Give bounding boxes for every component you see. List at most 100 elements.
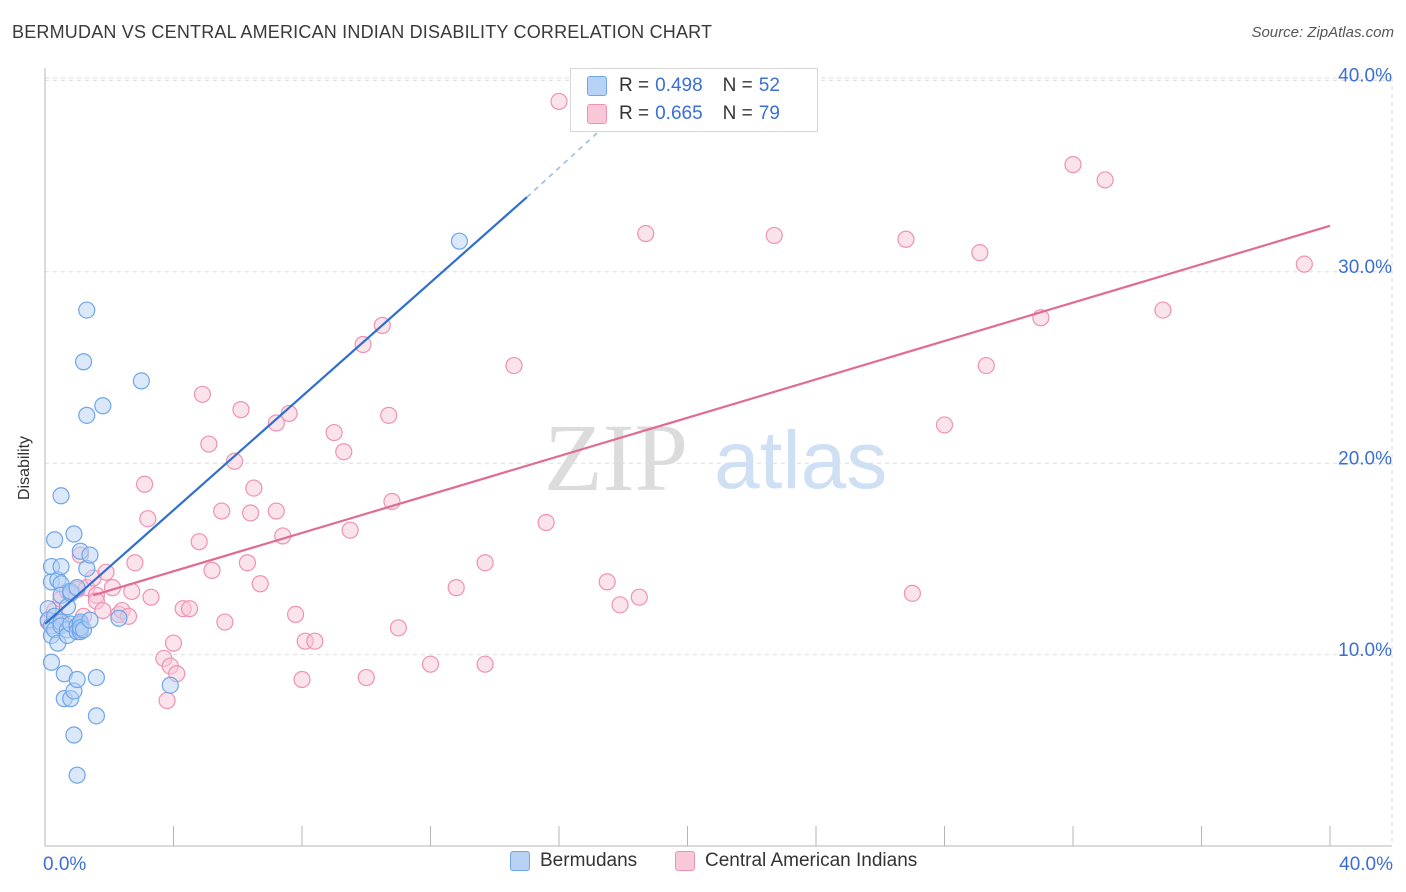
central-american-indian-point	[242, 504, 260, 522]
legend-n-value-central-american-indians: 79	[758, 103, 780, 124]
central-american-indian-point	[245, 479, 263, 497]
y-tick-label: 30.0%	[1338, 257, 1392, 278]
bermudan-point	[81, 546, 99, 564]
central-american-indian-point	[598, 573, 616, 591]
legend-n-label: N =	[722, 103, 753, 124]
central-american-indian-point	[447, 579, 465, 597]
legend-label-bermudans: Bermudans	[540, 850, 638, 871]
watermark-zip: ZIP	[544, 404, 688, 511]
bermudan-point	[74, 353, 93, 371]
bermudan-point	[87, 668, 106, 687]
central-american-indian-point	[225, 452, 244, 470]
central-american-indian-point	[1064, 156, 1082, 174]
central-american-indian-point	[903, 584, 921, 602]
central-american-indian-point	[190, 533, 208, 551]
bermudan-point	[52, 557, 70, 576]
central-american-indian-point	[421, 655, 440, 673]
legend-r-value-central-american-indians: 0.665	[655, 103, 703, 124]
watermark: ZIP atlas	[544, 404, 887, 511]
central-american-indian-point	[325, 423, 343, 442]
central-american-indian-point	[611, 596, 629, 614]
legend-row-central-american-indians: R = 0.665 N = 79	[587, 101, 800, 127]
series-legend: Bermudans Central American Indians	[0, 850, 1406, 878]
bermudan-point	[81, 611, 99, 629]
x-tick-label: 0.0%	[43, 854, 86, 875]
legend-r-label: R =	[619, 103, 650, 124]
bermudan-point	[450, 232, 469, 250]
grid-layer	[45, 77, 1393, 846]
chart-title: BERMUDAN VS CENTRAL AMERICAN INDIAN DISA…	[12, 22, 713, 42]
central-american-indian-point	[380, 406, 398, 424]
bermudan-point	[110, 609, 128, 627]
bermudan-point	[65, 726, 83, 744]
legend-swatch-bermudans	[510, 851, 530, 871]
bermudan-point	[52, 487, 70, 505]
legend-item-central-american-indians[interactable]: Central American Indians	[675, 850, 917, 872]
central-american-indian-point	[158, 691, 176, 710]
legend-swatch-central-american-indians	[675, 851, 695, 871]
legend-r-value-bermudans: 0.498	[655, 75, 703, 96]
central-american-indian-point	[537, 513, 555, 532]
legend-item-bermudans[interactable]: Bermudans	[510, 850, 637, 872]
central-american-indian-point	[1154, 301, 1172, 319]
central-american-indian-point	[286, 605, 305, 624]
central-american-indian-point	[232, 401, 250, 419]
central-american-indian-point	[1295, 255, 1313, 273]
central-american-indian-point	[97, 563, 115, 581]
central-american-indian-point	[476, 554, 494, 572]
source-credit: Source: ZipAtlas.com	[1251, 24, 1394, 41]
central-american-indian-point	[505, 356, 523, 375]
bermudan-trendline	[44, 196, 528, 625]
watermark-atlas: atlas	[714, 415, 887, 506]
central-american-indian-point	[164, 634, 183, 652]
central-american-indian-point	[216, 613, 234, 631]
central-american-indian-point	[977, 356, 995, 375]
central-american-indian-point	[935, 416, 954, 434]
central-american-indian-point	[200, 435, 218, 453]
central-american-indian-point	[389, 619, 407, 637]
central-american-indian-point	[94, 601, 112, 620]
central-american-indian-point	[354, 335, 372, 354]
legend-swatch-bermudans	[587, 76, 607, 96]
x-tick-label: 40.0%	[1339, 854, 1393, 875]
trend-layer	[44, 108, 1331, 625]
bermudan-point	[65, 525, 83, 543]
legend-n-label: N =	[722, 75, 753, 96]
stats-legend: R = 0.498 N = 52 R = 0.665 N = 79	[570, 68, 818, 132]
central-american-indian-point	[306, 632, 324, 650]
axis-layer	[44, 68, 1392, 847]
central-american-indian-point	[238, 554, 256, 572]
central-american-indian-point	[341, 521, 359, 539]
central-american-indian-point	[139, 510, 157, 528]
central-american-indian-point	[126, 554, 144, 572]
central-american-indian-point	[630, 588, 648, 606]
central-american-indian-point	[193, 385, 212, 403]
central-american-indian-point	[203, 561, 221, 579]
central-american-indian-point	[357, 668, 375, 687]
bermudan-point	[94, 397, 112, 415]
central-american-indian-point	[765, 226, 783, 245]
bermudan-point	[161, 676, 179, 694]
central-american-indian-point	[476, 655, 494, 673]
bermudan-point	[42, 653, 61, 671]
bermudan-trendline-extension	[526, 108, 624, 198]
central-american-indian-point	[550, 92, 568, 111]
central-american-indian-point	[335, 443, 353, 461]
bermudan-point	[46, 531, 64, 549]
bermudan-point	[87, 707, 106, 725]
central-american-indian-point	[1096, 171, 1114, 189]
tick-label-layer: 10.0% 20.0% 30.0% 40.0% 0.0% 40.0%	[43, 66, 1393, 875]
central-american-indian-point	[971, 244, 989, 262]
central-american-indian-trendline	[92, 224, 1331, 597]
bermudan-point	[132, 372, 150, 390]
central-american-indian-point	[267, 502, 285, 520]
bermudan-point	[68, 766, 86, 784]
y-tick-label: 20.0%	[1338, 449, 1392, 470]
legend-row-bermudans: R = 0.498 N = 52	[587, 73, 800, 99]
y-tick-label: 10.0%	[1338, 640, 1392, 661]
bermudan-point	[78, 301, 96, 319]
central-american-indian-point	[267, 414, 285, 432]
central-american-indian-point	[251, 575, 269, 593]
bermudan-point	[78, 406, 96, 424]
legend-r-label: R =	[619, 75, 650, 96]
